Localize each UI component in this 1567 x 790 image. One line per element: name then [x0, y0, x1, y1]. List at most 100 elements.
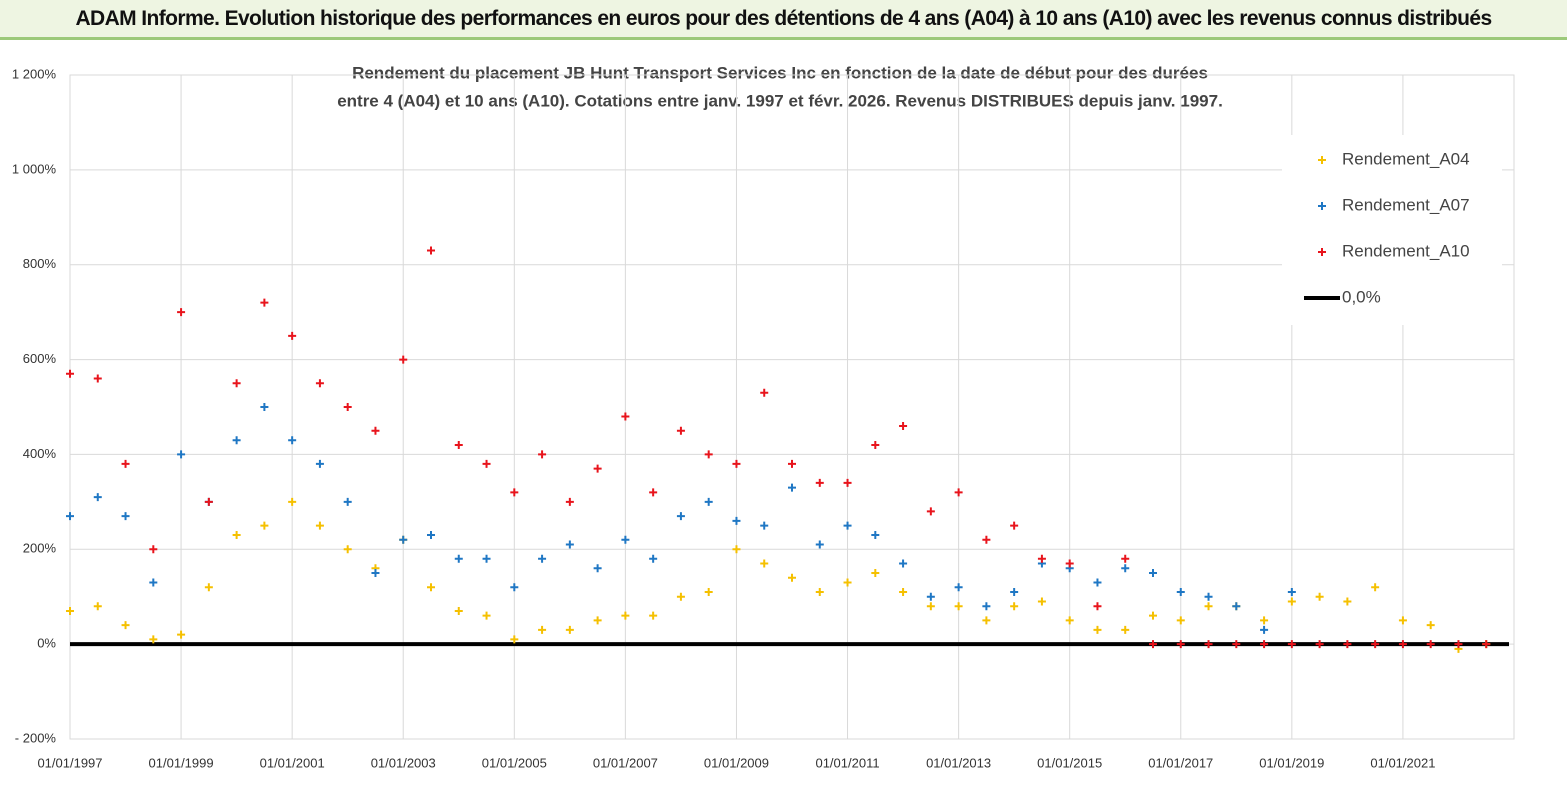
point [454, 554, 463, 563]
point [482, 459, 491, 468]
point [1315, 640, 1324, 649]
point [1315, 592, 1324, 601]
point [1343, 597, 1352, 606]
point [565, 540, 574, 549]
point [1398, 616, 1407, 625]
y-tick-label: 600% [23, 351, 57, 366]
point [982, 602, 991, 611]
point [427, 583, 435, 592]
point [621, 535, 630, 544]
point [66, 369, 74, 378]
point [843, 478, 852, 487]
point [1037, 554, 1046, 563]
x-tick-label: 01/01/2021 [1370, 755, 1435, 770]
series [66, 497, 1491, 653]
point [1065, 559, 1074, 568]
y-tick-label: 800% [23, 256, 57, 271]
point [1260, 640, 1269, 649]
point [510, 635, 519, 644]
point [1149, 640, 1157, 649]
point [676, 426, 685, 435]
point [177, 450, 186, 459]
point [454, 606, 463, 615]
point [621, 412, 630, 421]
x-tick-label: 01/01/2017 [1148, 755, 1213, 770]
point [649, 554, 658, 563]
point [1093, 602, 1102, 611]
point [1371, 583, 1380, 592]
point [371, 426, 380, 435]
point [1287, 597, 1296, 606]
point [954, 488, 963, 497]
legend-marker [1318, 248, 1326, 256]
point [427, 246, 435, 255]
point [260, 403, 269, 411]
point [1426, 640, 1435, 649]
point [899, 559, 908, 568]
point [149, 578, 158, 587]
point [704, 450, 713, 459]
y-tick-label: 200% [23, 541, 57, 556]
legend-label: Rendement_A04 [1342, 149, 1470, 168]
point [593, 564, 602, 573]
point [982, 535, 991, 544]
x-tick-label: 01/01/2011 [815, 755, 879, 770]
point [926, 507, 935, 516]
point [538, 554, 547, 563]
point [232, 379, 241, 388]
x-tick-label: 01/01/2015 [1037, 755, 1102, 770]
point [343, 545, 352, 554]
point [482, 611, 491, 620]
legend-marker [1318, 156, 1326, 164]
point [149, 635, 158, 644]
point [1232, 602, 1241, 611]
point [649, 488, 658, 497]
point [788, 483, 796, 492]
point [788, 459, 796, 468]
chart-subtitle: entre 4 (A04) et 10 ans (A10). Cotations… [337, 91, 1223, 110]
point [926, 602, 935, 611]
point [1010, 587, 1019, 596]
point [482, 554, 491, 563]
point [1204, 602, 1213, 611]
x-tick-label: 01/01/2007 [593, 755, 658, 770]
point [1176, 587, 1185, 596]
point [399, 535, 408, 544]
legend-label: Rendement_A07 [1342, 195, 1470, 214]
point [1343, 640, 1352, 649]
point [399, 355, 408, 364]
point [1204, 592, 1213, 601]
legend-box [1282, 135, 1502, 325]
point [510, 583, 519, 592]
point [649, 611, 658, 620]
point [1287, 587, 1296, 596]
point [1260, 616, 1269, 625]
point [704, 587, 713, 596]
x-tick-label: 01/01/1997 [37, 755, 102, 770]
chart: Rendement du placement JB Hunt Transport… [12, 63, 1515, 770]
point [510, 488, 519, 497]
point [177, 630, 186, 639]
point [899, 421, 908, 430]
point [815, 587, 824, 596]
point [121, 512, 130, 521]
y-tick-label: 1 000% [12, 161, 57, 176]
x-tick-label: 01/01/2003 [371, 755, 436, 770]
legend-label: Rendement_A10 [1342, 241, 1470, 260]
point [871, 440, 880, 449]
point [1232, 640, 1241, 649]
point [1260, 625, 1269, 634]
point [1176, 616, 1185, 625]
point [1204, 640, 1213, 649]
point [288, 436, 297, 445]
header: ADAM Informe. Evolution historique des p… [0, 0, 1567, 40]
point [343, 403, 352, 411]
series [66, 246, 1491, 649]
point [121, 459, 130, 468]
legend-label: 0,0% [1342, 287, 1381, 306]
point [232, 436, 241, 445]
point [1093, 625, 1102, 634]
y-tick-label: 400% [23, 446, 57, 461]
point [1010, 602, 1019, 611]
